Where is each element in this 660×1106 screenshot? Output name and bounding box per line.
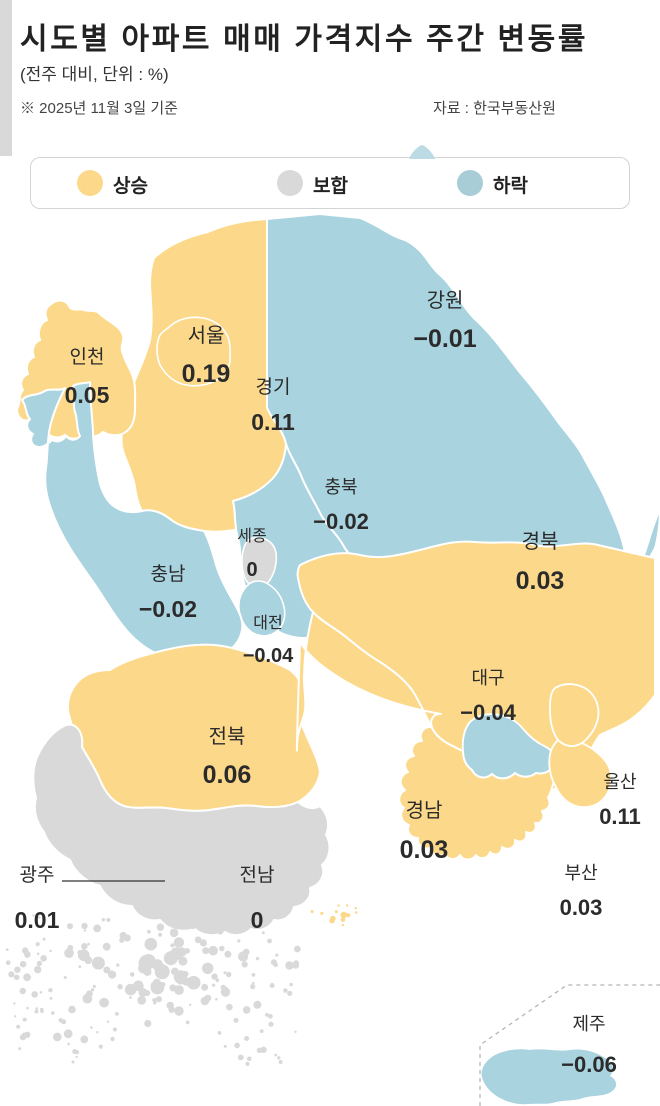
svg-text:전북: 전북 bbox=[209, 725, 246, 748]
svg-text:인천: 인천 bbox=[70, 346, 105, 368]
svg-text:부산: 부산 bbox=[564, 863, 597, 883]
svg-text:0.19: 0.19 bbox=[182, 360, 231, 388]
svg-text:0.06: 0.06 bbox=[203, 761, 252, 789]
svg-text:−0.02: −0.02 bbox=[313, 509, 369, 534]
svg-text:0.11: 0.11 bbox=[251, 409, 295, 435]
svg-text:0.03: 0.03 bbox=[516, 567, 565, 595]
svg-text:−0.04: −0.04 bbox=[243, 645, 294, 667]
svg-text:세종: 세종 bbox=[237, 527, 266, 545]
svg-text:충북: 충북 bbox=[324, 477, 357, 497]
svg-text:서울: 서울 bbox=[188, 324, 225, 347]
svg-text:0.01: 0.01 bbox=[15, 907, 60, 933]
svg-text:대전: 대전 bbox=[253, 614, 282, 632]
svg-text:대구: 대구 bbox=[471, 668, 504, 688]
svg-text:0.05: 0.05 bbox=[65, 382, 110, 408]
svg-text:전남: 전남 bbox=[240, 864, 275, 886]
svg-text:충남: 충남 bbox=[151, 563, 186, 585]
svg-text:울산: 울산 bbox=[603, 772, 636, 792]
svg-text:−0.04: −0.04 bbox=[460, 700, 516, 725]
svg-text:0: 0 bbox=[251, 907, 264, 933]
svg-text:경북: 경북 bbox=[522, 530, 559, 553]
svg-text:0.11: 0.11 bbox=[599, 804, 641, 829]
svg-text:경기: 경기 bbox=[256, 376, 291, 398]
svg-text:광주: 광주 bbox=[20, 864, 55, 886]
svg-text:−0.02: −0.02 bbox=[139, 596, 197, 622]
svg-text:−0.06: −0.06 bbox=[561, 1052, 617, 1077]
svg-text:경남: 경남 bbox=[406, 799, 443, 822]
svg-text:강원: 강원 bbox=[427, 289, 464, 312]
svg-text:0: 0 bbox=[246, 559, 257, 581]
svg-text:0.03: 0.03 bbox=[400, 836, 449, 864]
svg-text:제주: 제주 bbox=[572, 1014, 605, 1034]
svg-text:0.03: 0.03 bbox=[560, 895, 603, 920]
svg-text:−0.01: −0.01 bbox=[413, 325, 476, 353]
